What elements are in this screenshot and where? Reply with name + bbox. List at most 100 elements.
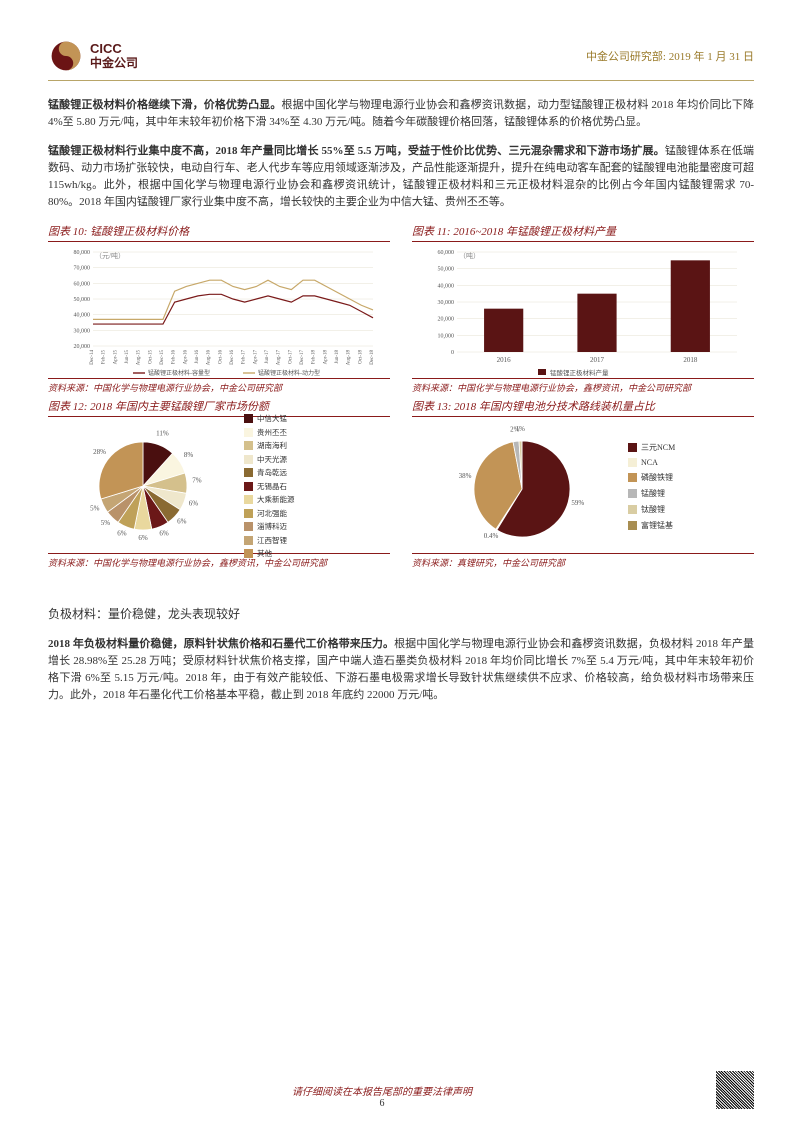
svg-text:5%: 5% bbox=[90, 505, 100, 513]
svg-text:28%: 28% bbox=[93, 448, 106, 456]
svg-text:6%: 6% bbox=[138, 534, 148, 542]
svg-text:7%: 7% bbox=[192, 477, 202, 485]
paragraph-2: 锰酸锂正极材料行业集中度不高，2018 年产量同比增长 55%至 5.5 万吨，… bbox=[48, 143, 754, 211]
legend-item: 青岛乾远 bbox=[244, 467, 295, 478]
header-date: 2019 年 1 月 31 日 bbox=[669, 51, 754, 63]
chart11-block: 图表 11: 2016~2018 年锰酸锂正极材料产量 （吨）010,00020… bbox=[412, 223, 754, 394]
section2-heading: 负极材料：量价稳健，龙头表现较好 bbox=[48, 605, 754, 622]
svg-text:6%: 6% bbox=[117, 530, 127, 538]
logo: CICC 中金公司 bbox=[48, 38, 138, 74]
legend-swatch bbox=[244, 482, 253, 491]
svg-text:Feb-18: Feb-18 bbox=[312, 350, 317, 365]
qr-icon bbox=[716, 1071, 754, 1109]
legend-item: 大乘新能源 bbox=[244, 494, 295, 505]
svg-text:50,000: 50,000 bbox=[74, 297, 91, 303]
legend-label: 河北强能 bbox=[257, 508, 287, 519]
footer-disclaimer: 请仔细阅读在本报告尾部的重要法律声明 bbox=[48, 1083, 716, 1098]
chart13-svg: 59%0.4%38%2%1% bbox=[412, 421, 622, 551]
chart13-rule bbox=[412, 416, 754, 417]
legend-label: 江西智锂 bbox=[257, 535, 287, 546]
legend-item: 富锂锰基 bbox=[628, 520, 675, 531]
legend-item: 三元NCM bbox=[628, 442, 675, 453]
svg-text:Oct-16: Oct-16 bbox=[218, 350, 223, 364]
legend-label: 湖南海利 bbox=[257, 440, 287, 451]
legend-item: 其他 bbox=[244, 548, 295, 559]
legend-item: 钛酸锂 bbox=[628, 504, 675, 515]
header-right: 中金公司研究部: 2019 年 1 月 31 日 bbox=[586, 48, 754, 64]
svg-text:50,000: 50,000 bbox=[438, 267, 455, 273]
chart12-legend: 中信大锰贵州丕丕湖南海利中天光源青岛乾远无锡晶石大乘新能源河北强能淄博科迈江西智… bbox=[238, 421, 295, 551]
svg-text:6%: 6% bbox=[159, 530, 169, 538]
svg-text:60,000: 60,000 bbox=[74, 282, 91, 288]
svg-text:Jun-18: Jun-18 bbox=[335, 350, 340, 364]
legend-label: 贵州丕丕 bbox=[257, 427, 287, 438]
svg-text:20,000: 20,000 bbox=[74, 344, 91, 350]
legend-swatch bbox=[628, 505, 637, 514]
chart12-rule bbox=[48, 416, 390, 417]
legend-item: NCA bbox=[628, 458, 675, 467]
svg-text:6%: 6% bbox=[177, 518, 187, 526]
svg-text:40,000: 40,000 bbox=[438, 284, 455, 290]
chart13-title: 图表 13: 2018 年国内锂电池分技术路线装机量占比 bbox=[412, 398, 754, 416]
svg-text:2018: 2018 bbox=[683, 356, 698, 364]
legend-item: 中天光源 bbox=[244, 454, 295, 465]
svg-text:Apr-16: Apr-16 bbox=[183, 350, 188, 365]
legend-label: 中信大锰 bbox=[257, 413, 287, 424]
svg-text:（吨）: （吨） bbox=[459, 251, 480, 260]
legend-swatch bbox=[244, 536, 253, 545]
chart10-source: 资料来源：中国化学与物理电源行业协会，中金公司研究部 bbox=[48, 378, 390, 394]
legend-swatch bbox=[244, 455, 253, 464]
svg-text:（元/吨）: （元/吨） bbox=[95, 251, 125, 260]
chart11-rule bbox=[412, 241, 754, 242]
svg-text:80,000: 80,000 bbox=[74, 250, 91, 256]
chart10-block: 图表 10: 锰酸锂正极材料价格 （元/吨）20,00030,00040,000… bbox=[48, 223, 390, 394]
chart10-title: 图表 10: 锰酸锂正极材料价格 bbox=[48, 223, 390, 241]
svg-text:6%: 6% bbox=[189, 500, 199, 508]
chart13-box: 59%0.4%38%2%1% 三元NCMNCA磷酸铁锂锰酸锂钛酸锂富锂锰基 bbox=[412, 421, 754, 551]
legend-label: 钛酸锂 bbox=[641, 504, 665, 515]
chart11-box: （吨）010,00020,00030,00040,00050,00060,000… bbox=[412, 246, 754, 376]
chart10-svg: （元/吨）20,00030,00040,00050,00060,00070,00… bbox=[48, 246, 390, 376]
legend-label: 大乘新能源 bbox=[257, 494, 295, 505]
svg-text:Apr-18: Apr-18 bbox=[323, 350, 328, 365]
chart10-rule bbox=[48, 241, 390, 242]
logo-cn: 中金公司 bbox=[90, 57, 138, 70]
svg-text:Jun-17: Jun-17 bbox=[265, 350, 270, 364]
legend-item: 磷酸铁锂 bbox=[628, 472, 675, 483]
paragraph-3: 2018 年负极材料量价稳健，原料针状焦价格和石墨代工价格带来压力。根据中国化学… bbox=[48, 636, 754, 704]
legend-label: 青岛乾远 bbox=[257, 467, 287, 478]
svg-text:70,000: 70,000 bbox=[74, 266, 91, 272]
legend-swatch bbox=[244, 522, 253, 531]
svg-text:锰酸锂正极材料产量: 锰酸锂正极材料产量 bbox=[550, 368, 609, 376]
svg-text:1%: 1% bbox=[516, 425, 526, 433]
chart12-block: 图表 12: 2018 年国内主要锰酸锂厂家市场份额 11%8%7%6%6%6%… bbox=[48, 398, 390, 569]
chart13-legend: 三元NCMNCA磷酸铁锂锰酸锂钛酸锂富锂锰基 bbox=[622, 421, 675, 551]
svg-text:30,000: 30,000 bbox=[438, 300, 455, 306]
legend-swatch bbox=[628, 473, 637, 482]
svg-text:Feb-16: Feb-16 bbox=[172, 350, 177, 365]
chart12-svg: 11%8%7%6%6%6%6%6%5%5%28% bbox=[48, 421, 238, 551]
legend-item: 无锡晶石 bbox=[244, 481, 295, 492]
legend-label: 淄博科迈 bbox=[257, 521, 287, 532]
legend-label: NCA bbox=[641, 458, 658, 467]
legend-label: 其他 bbox=[257, 548, 272, 559]
svg-text:60,000: 60,000 bbox=[438, 250, 455, 256]
legend-item: 江西智锂 bbox=[244, 535, 295, 546]
svg-text:Apr-17: Apr-17 bbox=[253, 350, 258, 365]
svg-text:0: 0 bbox=[451, 350, 454, 356]
svg-text:8%: 8% bbox=[184, 451, 194, 459]
page-header: CICC 中金公司 中金公司研究部: 2019 年 1 月 31 日 bbox=[48, 38, 754, 81]
svg-text:Feb-15: Feb-15 bbox=[102, 350, 107, 365]
svg-text:38%: 38% bbox=[459, 472, 472, 480]
svg-text:Dec-15: Dec-15 bbox=[160, 350, 165, 365]
legend-label: 中天光源 bbox=[257, 454, 287, 465]
chart13-source: 资料来源：真锂研究，中金公司研究部 bbox=[412, 553, 754, 569]
paragraph-1: 锰酸锂正极材料价格继续下滑，价格优势凸显。根据中国化学与物理电源行业协会和鑫椤资… bbox=[48, 97, 754, 131]
logo-text: CICC 中金公司 bbox=[90, 42, 138, 69]
legend-item: 中信大锰 bbox=[244, 413, 295, 424]
legend-item: 湖南海利 bbox=[244, 440, 295, 451]
legend-swatch bbox=[244, 468, 253, 477]
chart11-svg: （吨）010,00020,00030,00040,00050,00060,000… bbox=[412, 246, 754, 376]
legend-swatch bbox=[628, 521, 637, 530]
svg-text:Oct-17: Oct-17 bbox=[288, 350, 293, 364]
